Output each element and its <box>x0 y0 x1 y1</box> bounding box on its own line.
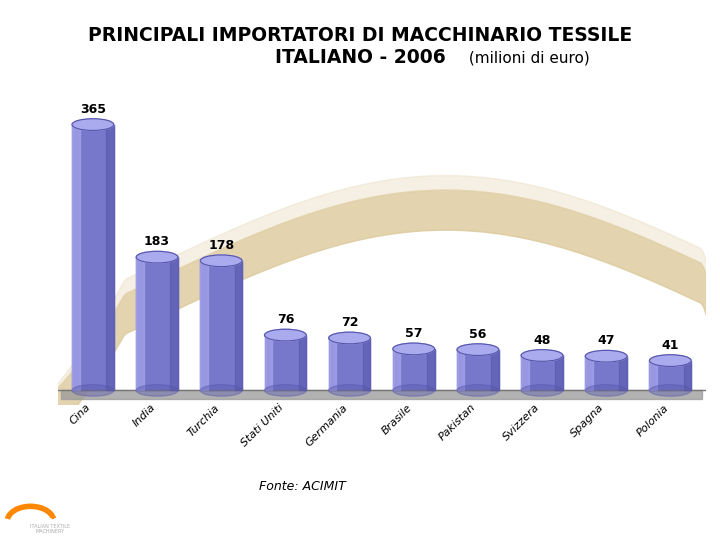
Text: India: India <box>130 402 157 429</box>
Ellipse shape <box>328 384 370 396</box>
Text: Cina: Cina <box>68 402 93 427</box>
Text: Svizzera: Svizzera <box>502 402 542 443</box>
Text: 76: 76 <box>276 313 294 326</box>
Text: ITALIANO - 2006: ITALIANO - 2006 <box>274 48 446 68</box>
Bar <box>684 361 691 390</box>
Text: Bergamo , luglio 2007: Bergamo , luglio 2007 <box>302 511 490 525</box>
Text: Pakistan: Pakistan <box>437 402 478 443</box>
Text: 183: 183 <box>144 235 170 248</box>
Bar <box>171 257 178 390</box>
Bar <box>136 257 178 390</box>
Text: PRINCIPALI IMPORTATORI DI MACCHINARIO TESSILE: PRINCIPALI IMPORTATORI DI MACCHINARIO TE… <box>88 25 632 45</box>
Bar <box>555 355 563 390</box>
Bar <box>619 356 627 390</box>
Ellipse shape <box>72 119 114 130</box>
Ellipse shape <box>200 255 242 267</box>
Text: ITALIAN TEXTILE
MACHINERY: ITALIAN TEXTILE MACHINERY <box>30 524 70 535</box>
Text: 72: 72 <box>341 316 359 329</box>
Bar <box>427 349 435 390</box>
Text: 365: 365 <box>80 103 106 116</box>
Bar <box>585 356 593 390</box>
Bar <box>136 257 144 390</box>
Bar <box>393 349 400 390</box>
Text: (milioni di euro): (milioni di euro) <box>464 50 590 65</box>
Ellipse shape <box>393 384 435 396</box>
Bar <box>200 261 242 390</box>
Text: 56: 56 <box>469 328 487 341</box>
Bar <box>521 355 528 390</box>
Text: Polonia: Polonia <box>635 402 670 438</box>
Ellipse shape <box>585 350 627 362</box>
Bar <box>457 349 499 390</box>
Ellipse shape <box>585 384 627 396</box>
Text: Stati Uniti: Stati Uniti <box>239 402 285 448</box>
Bar <box>200 261 208 390</box>
Ellipse shape <box>328 332 370 344</box>
Bar <box>72 125 79 390</box>
Bar <box>649 361 691 390</box>
Ellipse shape <box>649 355 691 367</box>
Ellipse shape <box>136 251 178 263</box>
Text: 47: 47 <box>598 334 615 347</box>
Ellipse shape <box>72 384 114 396</box>
Bar <box>72 125 114 390</box>
Text: 57: 57 <box>405 327 423 340</box>
Text: ACIMIT: ACIMIT <box>31 518 69 528</box>
Bar <box>521 355 563 390</box>
Bar <box>264 335 272 390</box>
Ellipse shape <box>521 384 563 396</box>
Text: 48: 48 <box>534 334 551 347</box>
Bar <box>457 349 464 390</box>
Ellipse shape <box>521 349 563 361</box>
Text: Germania: Germania <box>304 402 349 448</box>
Bar <box>235 261 242 390</box>
Bar <box>328 338 370 390</box>
Bar <box>585 356 627 390</box>
Text: Spagna: Spagna <box>570 402 606 439</box>
Text: 178: 178 <box>208 239 234 252</box>
Bar <box>328 338 336 390</box>
Text: Fonte: ACIMIT: Fonte: ACIMIT <box>259 480 346 492</box>
Bar <box>393 349 435 390</box>
Ellipse shape <box>649 384 691 396</box>
Bar <box>264 335 306 390</box>
Text: Brasile: Brasile <box>379 402 414 436</box>
Ellipse shape <box>136 384 178 396</box>
Ellipse shape <box>393 343 435 355</box>
Text: Turchia: Turchia <box>186 402 221 438</box>
Ellipse shape <box>457 344 499 355</box>
Bar <box>107 125 114 390</box>
Ellipse shape <box>264 384 306 396</box>
Ellipse shape <box>457 384 499 396</box>
Bar <box>60 390 703 399</box>
Ellipse shape <box>264 329 306 341</box>
Bar <box>299 335 306 390</box>
Text: 41: 41 <box>662 339 679 352</box>
Bar <box>491 349 499 390</box>
Bar <box>649 361 657 390</box>
Ellipse shape <box>200 384 242 396</box>
Bar <box>363 338 370 390</box>
